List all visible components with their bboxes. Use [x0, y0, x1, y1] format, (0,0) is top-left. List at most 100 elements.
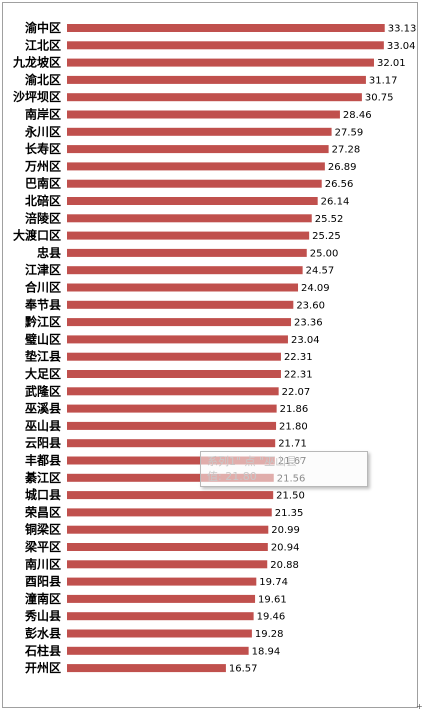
- value-label: 28.46: [343, 110, 372, 121]
- bar[interactable]: [67, 491, 274, 500]
- category-label: 永川区: [24, 124, 61, 139]
- category-label: 巫溪县: [25, 401, 61, 416]
- bar[interactable]: [67, 197, 318, 205]
- category-label: 开州区: [25, 661, 61, 675]
- bar[interactable]: [67, 248, 307, 257]
- bar[interactable]: [67, 335, 288, 344]
- category-label: 长寿区: [25, 141, 61, 156]
- value-label: 31.17: [369, 75, 398, 86]
- value-label: 19.74: [259, 577, 288, 588]
- bar[interactable]: [67, 629, 252, 638]
- category-label: 江津区: [25, 262, 61, 277]
- bar[interactable]: [67, 473, 274, 482]
- category-label: 垫江县: [25, 349, 61, 364]
- category-label: 涪陵区: [25, 210, 61, 225]
- bar[interactable]: [67, 387, 279, 396]
- bar[interactable]: [67, 421, 277, 430]
- value-label: 21.50: [276, 491, 305, 502]
- bar[interactable]: [67, 612, 254, 621]
- bar[interactable]: [67, 58, 374, 67]
- category-label: 綦江区: [24, 470, 61, 485]
- bar[interactable]: [67, 508, 272, 517]
- category-label: 云阳县: [25, 435, 61, 450]
- bar[interactable]: [67, 300, 294, 309]
- bar[interactable]: [67, 594, 256, 603]
- category-label: 秀山县: [24, 608, 61, 623]
- value-label: 21.86: [280, 404, 309, 415]
- category-label: 九龙坡区: [12, 55, 61, 70]
- category-label: 巫山县: [25, 418, 61, 433]
- bar[interactable]: [67, 577, 257, 586]
- category-label: 合川区: [25, 280, 61, 295]
- category-label: 沙坪坝区: [13, 90, 61, 104]
- bar[interactable]: [67, 162, 325, 171]
- bar[interactable]: [67, 75, 366, 84]
- tooltip-series-line: 系列1" 点 "巫山县": [207, 455, 303, 468]
- value-label: 20.88: [270, 560, 299, 571]
- value-label: 20.99: [271, 525, 300, 536]
- bar[interactable]: [67, 179, 322, 188]
- value-label: 32.01: [377, 58, 406, 69]
- value-label: 21.80: [279, 421, 308, 432]
- bar[interactable]: [67, 145, 329, 154]
- category-label: 北碚区: [25, 193, 61, 208]
- chart-tooltip: 系列1" 点 "巫山县" 值: 21.80: [200, 451, 368, 487]
- bar[interactable]: [67, 439, 276, 448]
- value-label: 23.04: [291, 335, 320, 346]
- bar[interactable]: [67, 283, 299, 292]
- bar[interactable]: [67, 93, 362, 102]
- category-label: 彭水县: [25, 626, 61, 641]
- value-label: 19.46: [257, 612, 286, 623]
- category-label: 巴南区: [25, 176, 61, 191]
- value-label: 23.60: [296, 300, 325, 311]
- value-label: 26.56: [325, 179, 354, 190]
- bar[interactable]: [67, 404, 277, 413]
- category-label: 潼南区: [25, 591, 61, 606]
- bar[interactable]: [67, 318, 292, 327]
- category-label: 丰都县: [25, 453, 61, 468]
- value-label: 19.61: [258, 594, 287, 605]
- bar[interactable]: [67, 352, 281, 361]
- bars: [67, 24, 385, 673]
- category-labels: 渝中区江北区九龙坡区渝北区沙坪坝区南岸区永川区长寿区万州区巴南区北碚区涪陵区大渡…: [12, 20, 61, 675]
- value-label: 27.59: [335, 127, 364, 138]
- bar[interactable]: [67, 214, 312, 223]
- bar[interactable]: [67, 127, 332, 136]
- bar[interactable]: [67, 646, 249, 655]
- bar[interactable]: [67, 24, 385, 32]
- value-label: 33.13: [388, 24, 417, 35]
- bar[interactable]: [67, 456, 275, 465]
- value-label: 22.07: [282, 387, 311, 398]
- category-label: 铜梁区: [25, 522, 61, 537]
- bar[interactable]: [67, 370, 281, 378]
- category-label: 渝北区: [25, 72, 61, 87]
- bar[interactable]: [67, 525, 269, 534]
- bar[interactable]: [67, 543, 268, 551]
- category-label: 渝中区: [25, 20, 61, 35]
- category-label: 大足区: [25, 366, 61, 381]
- category-label: 南川区: [25, 556, 61, 571]
- value-label: 21.71: [278, 439, 307, 450]
- tooltip-value-line: 值: 21.80: [207, 470, 257, 483]
- value-label: 23.36: [294, 318, 323, 329]
- category-label: 奉节县: [24, 297, 61, 312]
- value-labels: 33.13 33.04 32.01 31.17 30.75 28.46 27.59 27.28…: [229, 24, 416, 675]
- value-label: 21.35: [275, 508, 304, 519]
- bar[interactable]: [67, 560, 268, 569]
- value-label: 20.94: [271, 543, 300, 554]
- value-label: 26.14: [321, 197, 350, 208]
- value-label: 24.57: [306, 266, 335, 277]
- bar[interactable]: [67, 231, 310, 240]
- bar[interactable]: [67, 41, 384, 50]
- value-label: 27.28: [332, 145, 361, 156]
- corner-mark: +: [416, 702, 423, 711]
- bar[interactable]: [67, 266, 303, 275]
- value-label: 25.52: [315, 214, 344, 225]
- category-label: 梁平区: [24, 539, 61, 554]
- bar[interactable]: [67, 664, 226, 673]
- value-label: 30.75: [365, 93, 394, 104]
- category-label: 大渡口区: [13, 228, 61, 243]
- value-label: 33.04: [387, 41, 416, 52]
- bar[interactable]: [67, 110, 340, 119]
- value-label: 18.94: [252, 646, 281, 657]
